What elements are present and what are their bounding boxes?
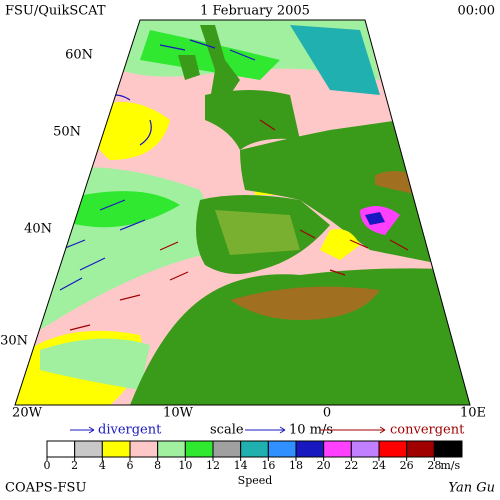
colorbar-swatch bbox=[46, 440, 76, 458]
time: 00:00 bbox=[458, 4, 495, 19]
colorbar-tick-label: 6 bbox=[127, 459, 134, 472]
colorbar-tick-label: 0 bbox=[44, 459, 51, 472]
lat-label: 30N bbox=[0, 334, 28, 349]
lon-label: 10E bbox=[460, 406, 486, 421]
colorbar-tick-label: 16 bbox=[261, 459, 275, 472]
colorbar-swatch bbox=[323, 440, 352, 458]
lon-label: 10W bbox=[163, 406, 194, 421]
colorbar: 0 2 4 6 8 10 12 14 16 18 20 22 24 26 28 m/s bbox=[44, 440, 463, 472]
colorbar-swatch bbox=[212, 440, 242, 458]
map-frame bbox=[14, 19, 471, 406]
lat-label: 50N bbox=[53, 125, 81, 140]
date: 1 February 2005 bbox=[200, 4, 310, 19]
colorbar-tick-label: 14 bbox=[234, 459, 248, 472]
colorbar-swatch bbox=[129, 440, 159, 458]
footer-right: Yan Gu bbox=[448, 481, 495, 496]
colorbar-tick-label: 28 bbox=[427, 459, 441, 472]
colorbar-swatch bbox=[295, 440, 325, 458]
lon-label: 0 bbox=[323, 406, 331, 421]
colorbar-swatch bbox=[184, 440, 214, 458]
footer-left: COAPS-FSU bbox=[5, 481, 86, 496]
lat-label: 40N bbox=[24, 222, 52, 237]
colorbar-swatch bbox=[240, 440, 269, 458]
colorbar-tick-label: 20 bbox=[317, 459, 331, 472]
colorbar-tick-label: 24 bbox=[372, 459, 386, 472]
lon-label: 20W bbox=[12, 406, 43, 421]
colorbar-swatch bbox=[74, 440, 103, 458]
colorbar-swatch bbox=[378, 440, 408, 458]
colorbar-tick-label: 18 bbox=[289, 459, 303, 472]
colorbar-label: Speed bbox=[238, 474, 273, 487]
source: FSU/QuikSCAT bbox=[5, 4, 106, 19]
colorbar-swatch bbox=[406, 440, 435, 458]
colorbar-swatch bbox=[157, 440, 186, 458]
legend-scale-value: 10 m/s bbox=[289, 423, 333, 438]
colorbar-tick-label: 4 bbox=[99, 459, 106, 472]
colorbar-tick-label: 10 bbox=[178, 459, 192, 472]
colorbar-tick-label: 8 bbox=[154, 459, 161, 472]
lat-label: 60N bbox=[65, 48, 93, 63]
colorbar-tick-label: 26 bbox=[400, 459, 414, 472]
legend-scale: scale bbox=[210, 423, 244, 438]
colorbar-tick-label: 2 bbox=[71, 459, 78, 472]
colorbar-swatch bbox=[350, 440, 380, 458]
colorbar-swatch bbox=[267, 440, 297, 458]
legend-convergent: convergent bbox=[390, 423, 465, 438]
legend-divergent: divergent bbox=[98, 423, 162, 438]
colorbar-tick-label: 12 bbox=[206, 459, 220, 472]
colorbar-swatch bbox=[101, 440, 131, 458]
colorbar-tick-label: 22 bbox=[344, 459, 358, 472]
colorbar-swatch bbox=[433, 440, 463, 458]
colorbar-unit: m/s bbox=[440, 459, 460, 472]
